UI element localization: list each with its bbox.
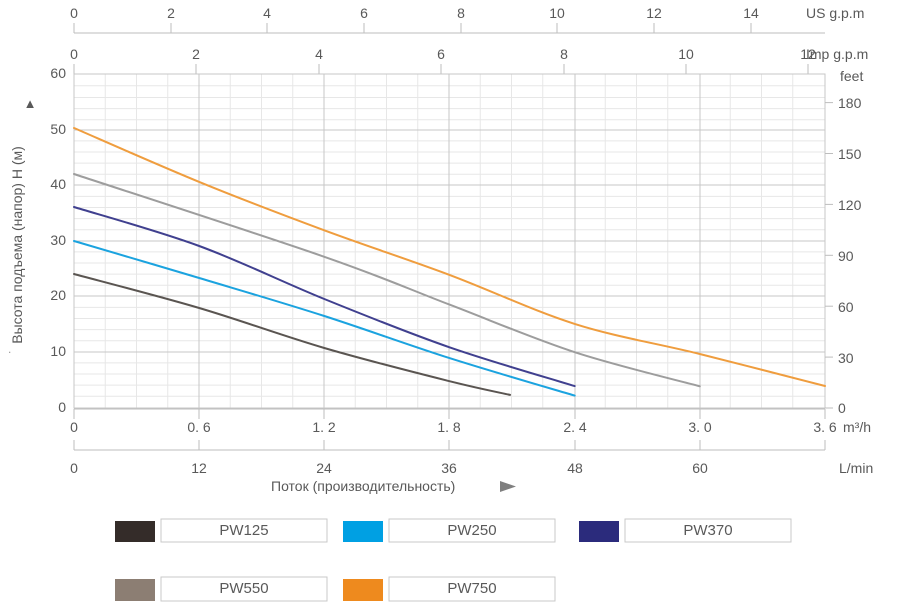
svg-text:Высота подъема (напор) H (м): Высота подъема (напор) H (м) xyxy=(9,146,25,344)
svg-text:10: 10 xyxy=(678,46,694,62)
svg-text:.: . xyxy=(8,342,11,356)
svg-text:0: 0 xyxy=(838,400,846,416)
svg-text:3. 6: 3. 6 xyxy=(813,419,837,435)
svg-text:180: 180 xyxy=(838,95,862,111)
svg-text:PW750: PW750 xyxy=(447,580,496,597)
svg-text:50: 50 xyxy=(50,121,66,137)
svg-text:30: 30 xyxy=(50,232,66,248)
svg-text:PW250: PW250 xyxy=(447,522,496,539)
svg-text:10: 10 xyxy=(50,343,66,359)
svg-text:PW550: PW550 xyxy=(219,580,268,597)
svg-text:90: 90 xyxy=(838,248,854,264)
svg-text:0: 0 xyxy=(58,399,66,415)
svg-text:0: 0 xyxy=(70,5,78,21)
svg-text:feet: feet xyxy=(840,68,863,84)
svg-text:US g.p.m: US g.p.m xyxy=(806,5,864,21)
svg-text:10: 10 xyxy=(549,5,565,21)
svg-text:120: 120 xyxy=(838,197,862,213)
svg-text:2: 2 xyxy=(192,46,200,62)
svg-text:▲: ▲ xyxy=(24,96,37,111)
svg-text:6: 6 xyxy=(360,5,368,21)
svg-text:60: 60 xyxy=(692,460,708,476)
svg-text:8: 8 xyxy=(560,46,568,62)
svg-text:60: 60 xyxy=(50,65,66,81)
svg-text:PW370: PW370 xyxy=(683,522,732,539)
svg-text:4: 4 xyxy=(263,5,271,21)
svg-text:6: 6 xyxy=(437,46,445,62)
svg-text:4: 4 xyxy=(315,46,323,62)
svg-text:m³/h: m³/h xyxy=(843,419,871,435)
svg-text:30: 30 xyxy=(838,350,854,366)
svg-text:1. 8: 1. 8 xyxy=(437,419,461,435)
svg-text:12: 12 xyxy=(646,5,662,21)
svg-text:48: 48 xyxy=(567,460,583,476)
svg-text:12: 12 xyxy=(191,460,207,476)
svg-text:L/min: L/min xyxy=(839,460,873,476)
svg-text:3. 0: 3. 0 xyxy=(688,419,712,435)
svg-text:40: 40 xyxy=(50,176,66,192)
svg-text:20: 20 xyxy=(50,287,66,303)
svg-text:0: 0 xyxy=(70,460,78,476)
svg-text:14: 14 xyxy=(743,5,759,21)
svg-text:1. 2: 1. 2 xyxy=(312,419,336,435)
svg-text:2. 4: 2. 4 xyxy=(563,419,587,435)
svg-text:Imp g.p.m: Imp g.p.m xyxy=(806,46,868,62)
svg-text:8: 8 xyxy=(457,5,465,21)
svg-text:0. 6: 0. 6 xyxy=(187,419,211,435)
svg-text:36: 36 xyxy=(441,460,457,476)
svg-text:Поток (производительность): Поток (производительность) xyxy=(271,478,455,494)
svg-text:0: 0 xyxy=(70,46,78,62)
svg-text:PW125: PW125 xyxy=(219,522,268,539)
svg-text:24: 24 xyxy=(316,460,332,476)
svg-text:60: 60 xyxy=(838,299,854,315)
svg-text:0: 0 xyxy=(70,419,78,435)
svg-text:2: 2 xyxy=(167,5,175,21)
svg-text:150: 150 xyxy=(838,146,862,162)
